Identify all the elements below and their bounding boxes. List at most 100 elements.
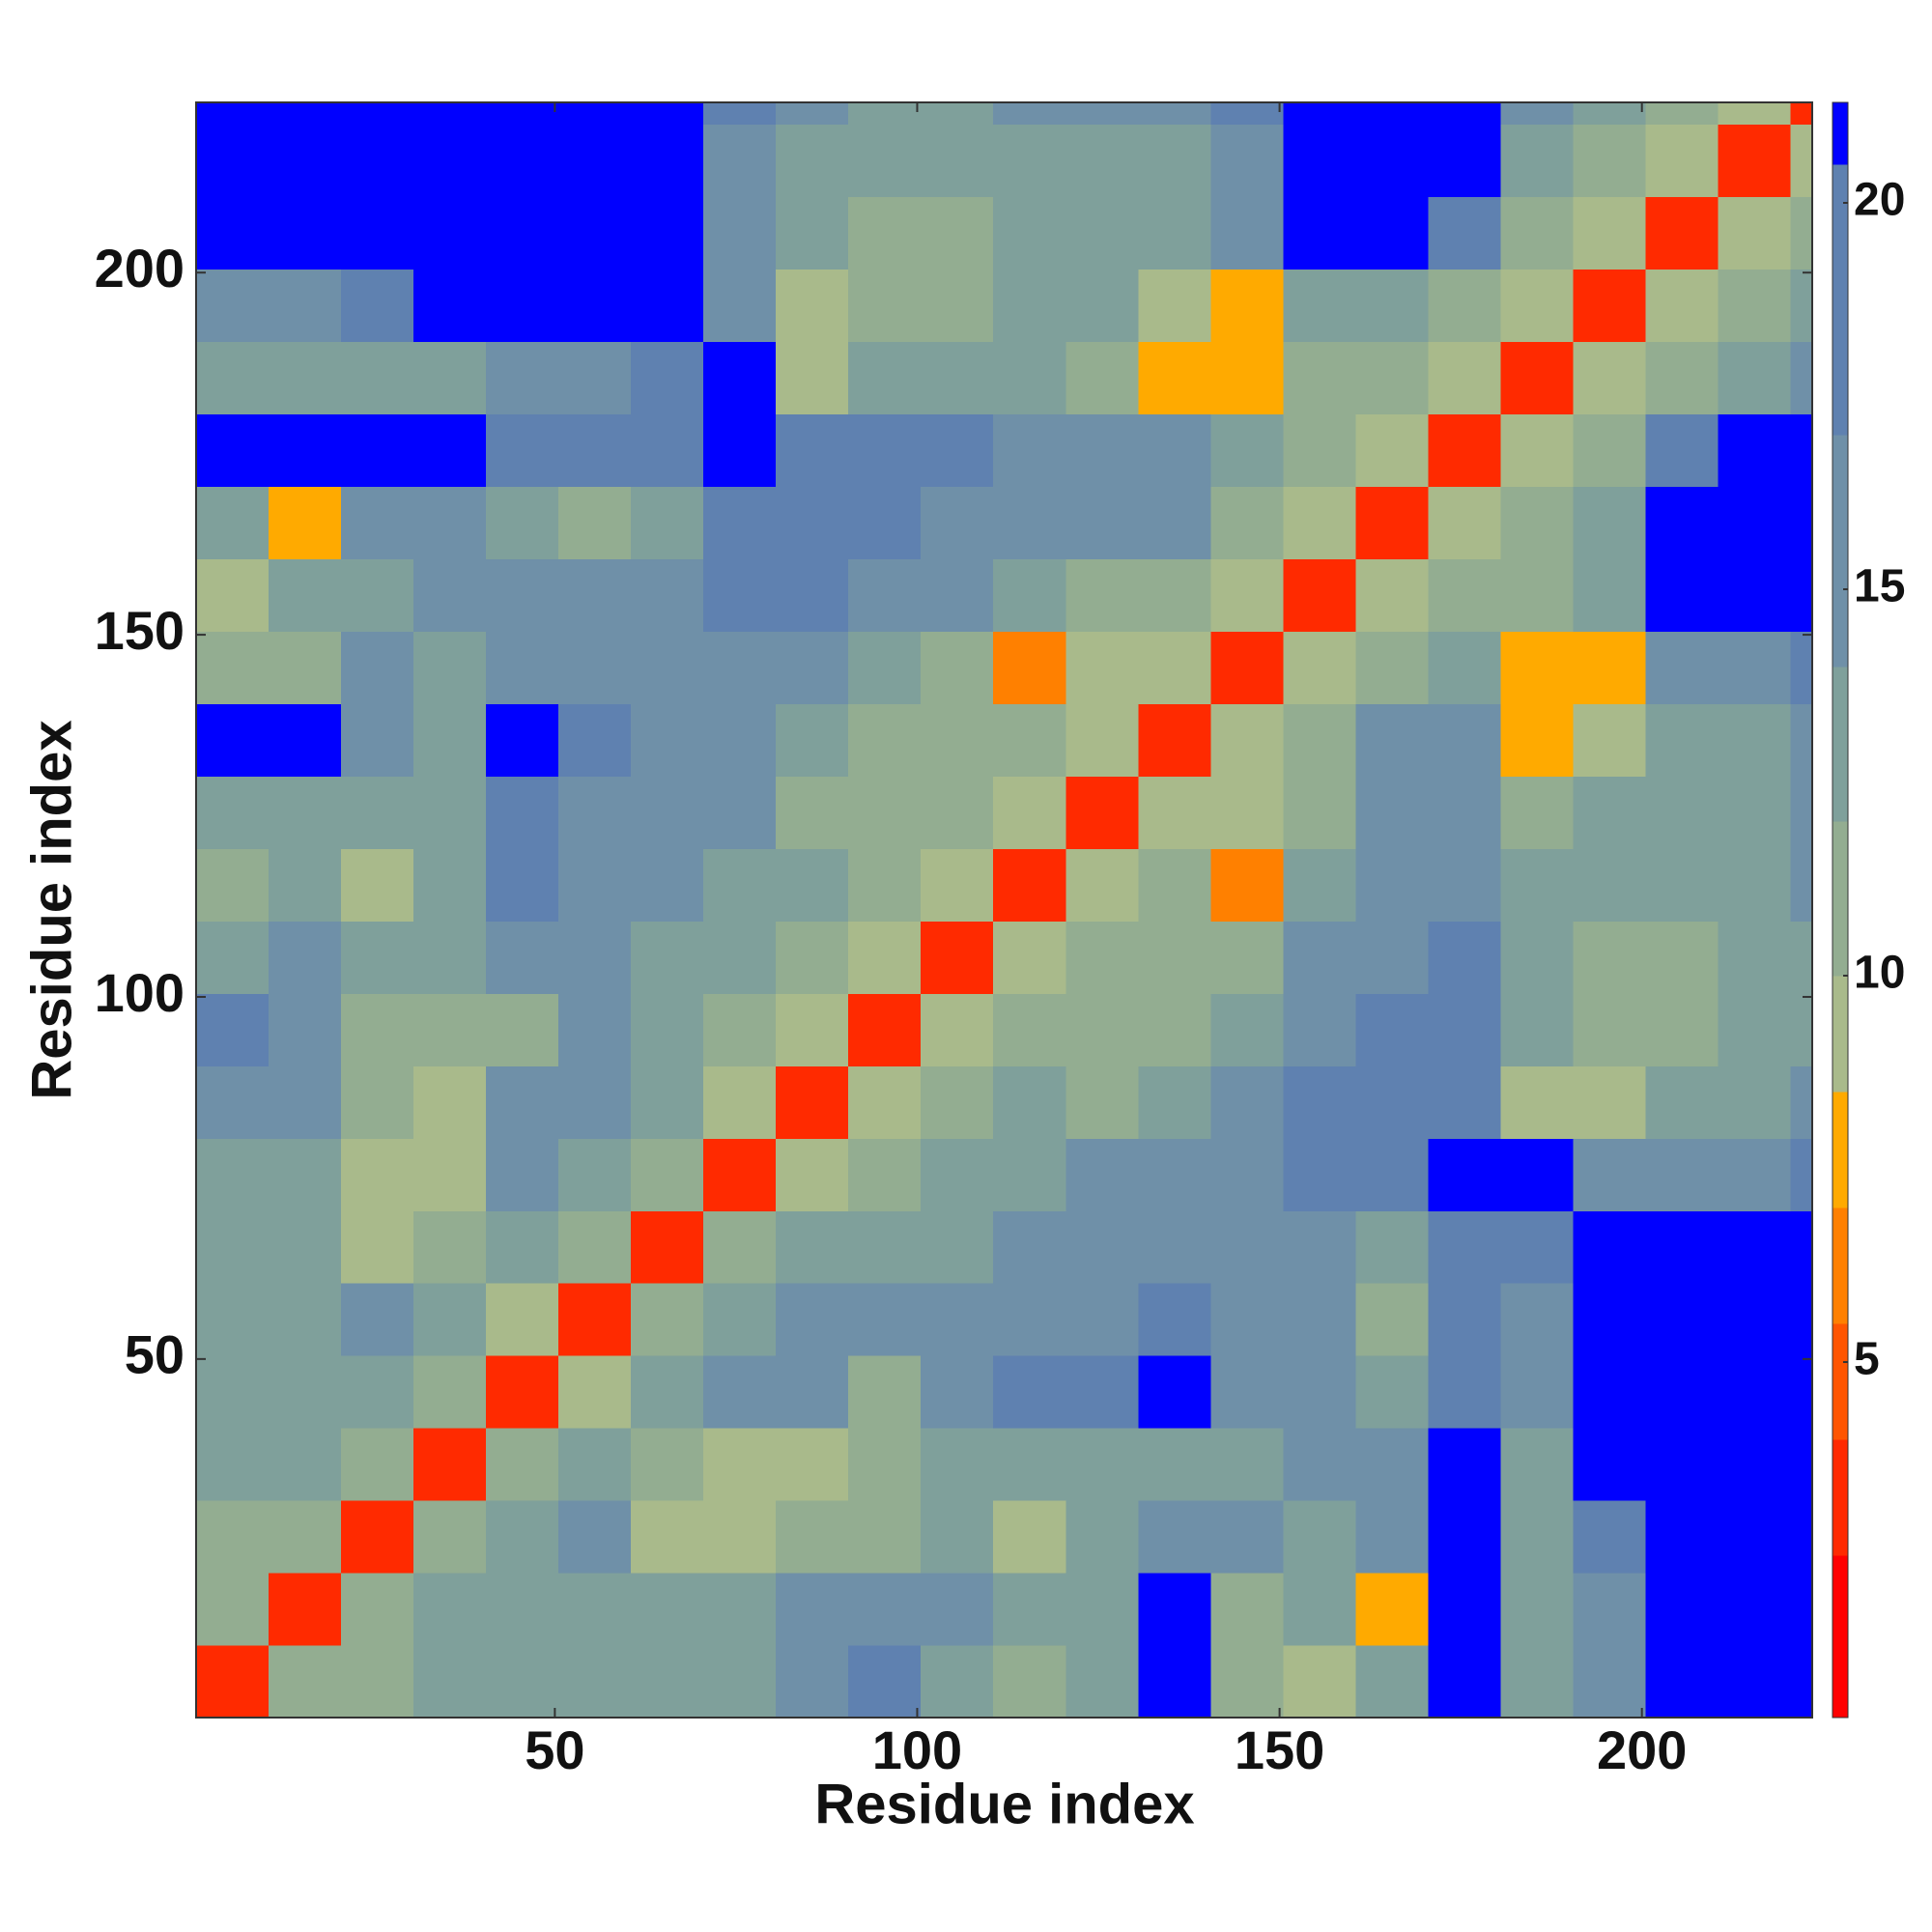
cell	[848, 848, 922, 922]
cell	[1065, 196, 1139, 270]
cell	[631, 921, 704, 994]
cell	[1138, 196, 1211, 270]
cell	[921, 1428, 994, 1501]
colorbar-tick-label: 15	[1854, 561, 1905, 612]
cell	[848, 993, 922, 1066]
cell	[1500, 1573, 1575, 1646]
cell	[703, 631, 777, 704]
cell	[558, 1138, 632, 1211]
cell	[1138, 1065, 1211, 1139]
cell	[196, 1065, 270, 1139]
cell	[1428, 558, 1502, 632]
cell	[1210, 1428, 1284, 1501]
cell	[196, 848, 270, 922]
cell	[486, 269, 559, 343]
cell	[1138, 921, 1211, 994]
cell	[921, 776, 994, 849]
cell	[1645, 1283, 1719, 1356]
cell	[1138, 631, 1211, 704]
cell	[776, 631, 849, 704]
cell	[486, 1645, 559, 1719]
cell	[1428, 486, 1502, 559]
cell	[413, 993, 487, 1066]
cell	[1790, 703, 1813, 777]
cell	[558, 341, 632, 415]
cell	[1573, 1138, 1647, 1211]
cell	[1500, 1283, 1575, 1356]
cell	[1283, 993, 1356, 1066]
cell	[341, 921, 414, 994]
cell	[341, 486, 414, 559]
cell	[1065, 1283, 1139, 1356]
cell	[776, 486, 849, 559]
colorbar-band	[1833, 976, 1848, 1093]
cell	[1138, 486, 1211, 559]
cell	[703, 1645, 777, 1719]
cell	[1500, 1138, 1575, 1211]
cell	[1283, 921, 1356, 994]
cell	[1210, 269, 1284, 343]
cell	[1790, 776, 1813, 849]
cell	[1283, 703, 1356, 777]
cell	[848, 269, 922, 343]
cell	[196, 631, 270, 704]
cell	[1138, 993, 1211, 1066]
cell	[486, 341, 559, 415]
cell	[1210, 486, 1284, 559]
cell	[1718, 1573, 1792, 1646]
cell	[1500, 196, 1575, 270]
cell	[413, 1428, 487, 1501]
cell	[486, 413, 559, 487]
cell	[703, 1573, 777, 1646]
cell	[1065, 631, 1139, 704]
cell	[1065, 102, 1139, 126]
cell	[1065, 1210, 1139, 1284]
cell	[558, 1645, 632, 1719]
cell	[1718, 1138, 1792, 1211]
cell	[1790, 269, 1813, 343]
cell	[631, 1065, 704, 1139]
cell	[1718, 341, 1792, 415]
cell	[1210, 1645, 1284, 1719]
cell	[413, 486, 487, 559]
cell	[776, 1283, 849, 1356]
cell	[1645, 1573, 1719, 1646]
cell	[196, 1645, 270, 1719]
cell	[1645, 341, 1719, 415]
cell	[1283, 486, 1356, 559]
cell	[993, 776, 1066, 849]
cell	[1573, 921, 1647, 994]
cell	[993, 413, 1066, 487]
cell	[1355, 102, 1429, 126]
cell	[1573, 1428, 1647, 1501]
cell	[1210, 1138, 1284, 1211]
cell	[1500, 1500, 1575, 1574]
cell	[1065, 1065, 1139, 1139]
cell	[1065, 486, 1139, 559]
cell	[921, 486, 994, 559]
cell	[1283, 413, 1356, 487]
cell	[848, 341, 922, 415]
cell	[703, 1283, 777, 1356]
x-tick-label: 150	[1235, 1719, 1324, 1780]
cell	[993, 269, 1066, 343]
cell	[703, 341, 777, 415]
cell	[558, 1500, 632, 1574]
cell	[703, 269, 777, 343]
cell	[269, 631, 342, 704]
cell	[1500, 921, 1575, 994]
cell	[1355, 1428, 1429, 1501]
cell	[341, 1065, 414, 1139]
cell	[703, 921, 777, 994]
cell	[1718, 1428, 1792, 1501]
cell	[196, 413, 270, 487]
cell	[269, 1573, 342, 1646]
cell	[848, 1645, 922, 1719]
cell	[1718, 776, 1792, 849]
cell	[486, 1428, 559, 1501]
cell	[1790, 1645, 1813, 1719]
cell	[1500, 703, 1575, 777]
cell	[341, 1645, 414, 1719]
cell	[486, 703, 559, 777]
cell	[776, 102, 849, 126]
